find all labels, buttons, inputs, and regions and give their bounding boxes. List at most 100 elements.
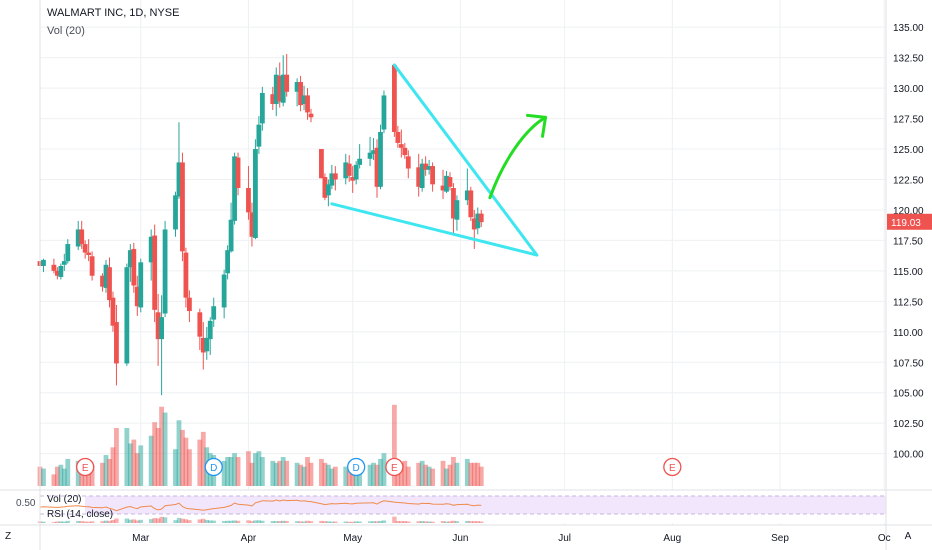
sub-volume-bar bbox=[472, 521, 477, 523]
volume-bar bbox=[232, 453, 237, 486]
sub-volume-bar bbox=[162, 517, 168, 523]
candle-body bbox=[200, 337, 206, 353]
candle-body bbox=[301, 95, 307, 104]
rsi-line bbox=[39, 499, 482, 512]
sub-volume-bar bbox=[468, 521, 474, 523]
volume-bar bbox=[155, 428, 161, 486]
sub-volume-bar bbox=[173, 520, 178, 523]
candle-body bbox=[65, 244, 71, 262]
sub-volume-bar bbox=[128, 519, 133, 523]
indicator-panel bbox=[0, 489, 932, 523]
event-marker-label[interactable]: D bbox=[210, 463, 217, 474]
symbol-legend-title[interactable]: WALMART INC, 1D, NYSE bbox=[47, 7, 180, 19]
subpanel-level-label: 0.50 bbox=[16, 498, 36, 509]
candle-body bbox=[155, 312, 161, 340]
volume-bar bbox=[75, 460, 81, 486]
candle-body bbox=[75, 229, 81, 247]
volume-bar bbox=[426, 466, 432, 486]
earnings-marker[interactable] bbox=[663, 457, 682, 477]
event-marker-label[interactable]: E bbox=[391, 463, 398, 474]
volume-bar bbox=[225, 457, 231, 486]
event-marker-label[interactable]: D bbox=[353, 463, 360, 474]
price-tick-label: 135.00 bbox=[893, 23, 924, 34]
volume-bar bbox=[305, 457, 310, 486]
sub-volume-bar bbox=[62, 521, 67, 523]
volume-bar bbox=[346, 470, 352, 486]
volume-bar bbox=[280, 457, 286, 486]
subpanel-rsi-legend[interactable]: RSI (14, close) bbox=[47, 509, 114, 520]
volume-bar bbox=[423, 464, 429, 486]
volume-legend[interactable]: Vol (20) bbox=[47, 25, 85, 37]
sub-volume-bar bbox=[159, 516, 164, 523]
candle-body bbox=[464, 190, 470, 201]
volume-bar bbox=[89, 464, 95, 486]
sub-volume-bar bbox=[65, 520, 70, 523]
sub-volume-bar bbox=[82, 521, 88, 523]
volume-bar bbox=[378, 458, 383, 486]
volume-bar bbox=[152, 422, 158, 486]
subpanel-vol-legend[interactable]: Vol (20) bbox=[47, 494, 82, 505]
sub-volume-bar bbox=[423, 521, 428, 523]
candle-body bbox=[134, 286, 140, 307]
sub-volume-bar bbox=[225, 520, 230, 523]
candle-body bbox=[350, 177, 356, 181]
candle-body bbox=[148, 236, 154, 263]
sub-volume-bar bbox=[284, 521, 289, 523]
volume-bar bbox=[176, 420, 182, 486]
volume-bar bbox=[447, 464, 453, 486]
volume-bar bbox=[419, 460, 425, 486]
sub-volume-bar bbox=[451, 520, 456, 523]
candle-body bbox=[357, 158, 363, 165]
trend-arrow-shaft bbox=[488, 115, 548, 200]
dividend-marker[interactable] bbox=[204, 457, 223, 477]
volume-bar bbox=[138, 445, 144, 486]
earnings-marker[interactable] bbox=[76, 457, 95, 477]
candle-body bbox=[298, 82, 303, 106]
volume-bar bbox=[186, 449, 192, 486]
earnings-marker[interactable] bbox=[385, 457, 404, 477]
event-marker-label[interactable]: E bbox=[669, 463, 676, 474]
volume-bar bbox=[82, 466, 88, 486]
candle-body bbox=[159, 317, 165, 340]
auto-scale-button[interactable]: A bbox=[904, 531, 912, 542]
event-marker-label[interactable]: E bbox=[82, 463, 89, 474]
price-tick-label: 115.00 bbox=[893, 267, 923, 278]
sub-volume-bar bbox=[392, 516, 397, 523]
time-tick-label: Sep bbox=[771, 533, 789, 544]
volume-bars bbox=[37, 404, 484, 486]
volume-bar bbox=[381, 453, 387, 486]
candle-body bbox=[204, 337, 210, 352]
sub-volume-bar bbox=[406, 521, 411, 523]
candle-body bbox=[332, 173, 338, 180]
candle-body bbox=[478, 213, 484, 223]
sub-volume-bar bbox=[228, 520, 234, 523]
sub-volume-bar bbox=[79, 521, 84, 523]
candle-body bbox=[221, 274, 227, 308]
zoom-toggle-button[interactable]: Z bbox=[4, 531, 12, 542]
volume-bar bbox=[228, 457, 234, 486]
volume-bar bbox=[180, 429, 185, 486]
candle-body bbox=[277, 75, 283, 102]
sub-volume-bar bbox=[343, 521, 348, 523]
candle-body bbox=[471, 218, 477, 230]
price-tick-label: 105.00 bbox=[893, 389, 924, 400]
dividend-marker[interactable] bbox=[347, 457, 366, 477]
volume-bar bbox=[159, 406, 165, 486]
sub-volume-bar bbox=[55, 521, 60, 523]
volume-bar bbox=[103, 455, 109, 486]
volume-bar bbox=[367, 464, 373, 486]
volume-bar bbox=[114, 428, 119, 486]
candle-body bbox=[367, 152, 373, 159]
candle-body bbox=[308, 113, 314, 118]
candle-body bbox=[426, 166, 432, 170]
volume-bar bbox=[221, 460, 227, 486]
volume-bar bbox=[475, 462, 481, 486]
time-tick-label: May bbox=[343, 533, 362, 544]
volume-bar bbox=[200, 431, 206, 486]
candle-body bbox=[325, 184, 331, 196]
sub-volume-bar bbox=[152, 518, 157, 523]
price-tick-label: 120.00 bbox=[893, 206, 924, 217]
sub-volume-bar bbox=[347, 521, 352, 523]
